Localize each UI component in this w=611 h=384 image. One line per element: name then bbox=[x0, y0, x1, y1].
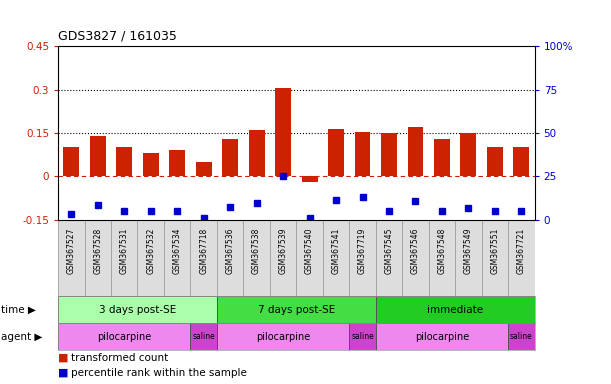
Bar bbox=[302, 177, 318, 182]
Text: pilocarpine: pilocarpine bbox=[256, 332, 310, 342]
Text: GSM367539: GSM367539 bbox=[279, 227, 288, 274]
Bar bbox=[461, 133, 477, 177]
Bar bbox=[196, 162, 211, 177]
Text: pilocarpine: pilocarpine bbox=[97, 332, 152, 342]
Text: saline: saline bbox=[510, 332, 533, 341]
Bar bbox=[58, 296, 217, 323]
Bar bbox=[217, 323, 349, 350]
Text: GSM367551: GSM367551 bbox=[491, 227, 499, 274]
Text: GSM367541: GSM367541 bbox=[332, 227, 340, 274]
Bar bbox=[90, 136, 106, 177]
Bar bbox=[164, 220, 191, 296]
Bar bbox=[84, 220, 111, 296]
Bar bbox=[58, 323, 191, 350]
Text: GSM367534: GSM367534 bbox=[173, 227, 181, 274]
Text: pilocarpine: pilocarpine bbox=[415, 332, 469, 342]
Text: GSM367532: GSM367532 bbox=[146, 227, 155, 274]
Text: 7 days post-SE: 7 days post-SE bbox=[258, 305, 335, 314]
Bar bbox=[434, 139, 450, 177]
Text: GSM367549: GSM367549 bbox=[464, 227, 473, 274]
Bar bbox=[64, 147, 79, 177]
Text: GSM367719: GSM367719 bbox=[358, 227, 367, 274]
Text: GSM367545: GSM367545 bbox=[384, 227, 393, 274]
Bar bbox=[296, 220, 323, 296]
Bar bbox=[275, 88, 291, 177]
Text: GSM367540: GSM367540 bbox=[305, 227, 314, 274]
Text: ■: ■ bbox=[58, 353, 68, 363]
Text: time ▶: time ▶ bbox=[1, 305, 35, 314]
Text: GSM367718: GSM367718 bbox=[199, 227, 208, 274]
Bar bbox=[217, 220, 243, 296]
Bar bbox=[270, 220, 296, 296]
Bar bbox=[191, 220, 217, 296]
Text: GSM367546: GSM367546 bbox=[411, 227, 420, 274]
Text: GDS3827 / 161035: GDS3827 / 161035 bbox=[58, 29, 177, 42]
Bar bbox=[243, 220, 270, 296]
Text: GSM367548: GSM367548 bbox=[437, 227, 447, 274]
Text: GSM367527: GSM367527 bbox=[67, 227, 76, 274]
Bar bbox=[323, 220, 349, 296]
Text: 3 days post-SE: 3 days post-SE bbox=[99, 305, 176, 314]
Text: percentile rank within the sample: percentile rank within the sample bbox=[71, 368, 247, 378]
Text: GSM367528: GSM367528 bbox=[93, 227, 102, 274]
Bar bbox=[487, 147, 503, 177]
Bar bbox=[328, 129, 344, 177]
Bar bbox=[376, 323, 508, 350]
Bar bbox=[116, 147, 132, 177]
Bar bbox=[402, 220, 429, 296]
Text: agent ▶: agent ▶ bbox=[1, 332, 42, 342]
Bar bbox=[408, 127, 423, 177]
Bar bbox=[58, 220, 84, 296]
Text: ■: ■ bbox=[58, 368, 68, 378]
Text: saline: saline bbox=[351, 332, 374, 341]
Bar bbox=[217, 296, 376, 323]
Text: GSM367721: GSM367721 bbox=[517, 227, 526, 274]
Bar bbox=[455, 220, 481, 296]
Bar bbox=[349, 323, 376, 350]
Bar bbox=[376, 296, 535, 323]
Bar bbox=[429, 220, 455, 296]
Text: GSM367536: GSM367536 bbox=[225, 227, 235, 274]
Text: immediate: immediate bbox=[427, 305, 483, 314]
Bar bbox=[111, 220, 137, 296]
Text: transformed count: transformed count bbox=[71, 353, 169, 363]
Bar bbox=[508, 220, 535, 296]
Text: saline: saline bbox=[192, 332, 215, 341]
Bar bbox=[513, 147, 529, 177]
Bar bbox=[169, 151, 185, 177]
Text: GSM367538: GSM367538 bbox=[252, 227, 261, 274]
Bar bbox=[508, 323, 535, 350]
Bar bbox=[376, 220, 402, 296]
Bar bbox=[191, 323, 217, 350]
Bar bbox=[249, 130, 265, 177]
Text: GSM367531: GSM367531 bbox=[120, 227, 129, 274]
Bar bbox=[143, 153, 159, 177]
Bar bbox=[137, 220, 164, 296]
Bar bbox=[222, 139, 238, 177]
Bar bbox=[481, 220, 508, 296]
Bar bbox=[381, 133, 397, 177]
Bar bbox=[349, 220, 376, 296]
Bar bbox=[354, 132, 370, 177]
